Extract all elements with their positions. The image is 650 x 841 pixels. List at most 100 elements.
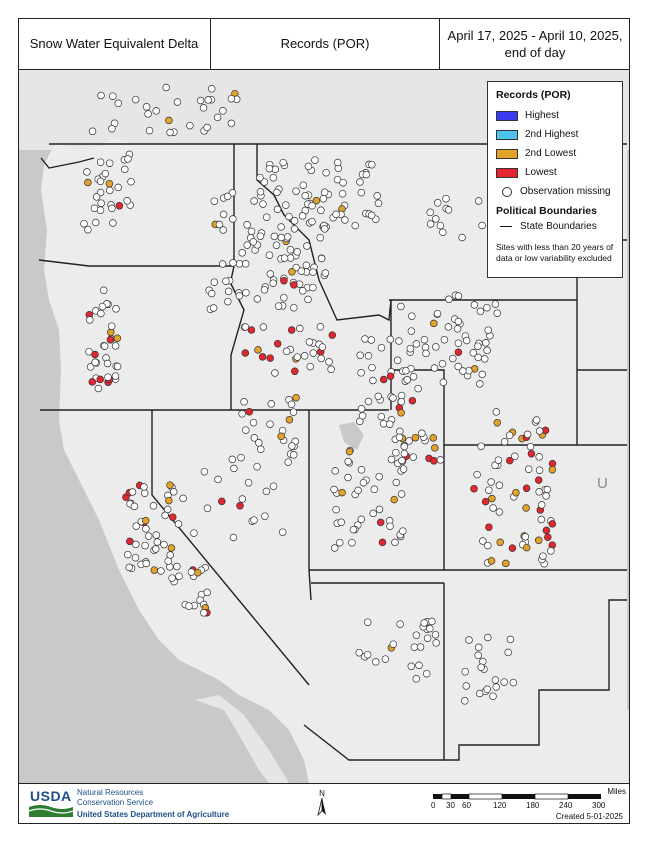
station-marker-missing <box>286 246 295 254</box>
station-marker-missing <box>179 494 187 503</box>
scale-bar: Miles 0 30 60 120 180 240 300 <box>431 787 626 818</box>
station-marker-missing <box>374 392 383 401</box>
station-marker-missing <box>113 362 122 371</box>
station-marker-missing <box>454 362 462 371</box>
station-marker-missing <box>426 220 435 228</box>
station-marker-missing <box>185 602 193 610</box>
station-marker-missing <box>412 340 421 348</box>
station-marker-missing <box>317 206 325 215</box>
station-marker-missing <box>123 197 131 205</box>
station-marker-missing <box>484 326 492 334</box>
station-marker-missing <box>86 363 95 371</box>
station-marker-missing <box>285 212 293 221</box>
station-marker-missing <box>344 457 352 466</box>
station-marker-missing <box>141 541 149 550</box>
station-marker-second-lowest <box>548 465 557 474</box>
station-marker-missing <box>227 94 236 103</box>
station-marker-missing <box>400 442 409 451</box>
legend-item-missing: Observation missing <box>496 182 614 201</box>
north-arrow-icon <box>317 797 326 817</box>
station-marker-lowest <box>544 533 552 541</box>
station-marker-missing <box>273 205 282 214</box>
station-marker-second-lowest <box>277 432 285 441</box>
station-marker-missing <box>219 107 227 115</box>
station-marker-missing <box>409 372 418 381</box>
station-marker-missing <box>526 442 535 451</box>
scale-tick-300: 300 <box>592 801 606 810</box>
station-marker-missing <box>320 188 329 197</box>
station-marker-missing <box>505 431 514 440</box>
station-marker-missing <box>293 248 301 256</box>
station-marker-missing <box>321 269 330 277</box>
station-marker-second-lowest <box>150 566 159 574</box>
station-marker-lowest <box>245 407 254 416</box>
station-marker-missing <box>140 483 148 491</box>
created-date: Created 5-01-2025 <box>555 812 623 821</box>
station-marker-missing <box>338 189 347 198</box>
station-marker-missing <box>436 456 445 464</box>
station-marker-missing <box>235 259 244 268</box>
station-marker-missing <box>483 685 491 694</box>
station-marker-missing <box>142 525 150 533</box>
station-marker-missing <box>262 213 271 221</box>
station-marker-missing <box>309 349 318 357</box>
station-marker-lowest <box>454 348 463 356</box>
station-marker-second-lowest <box>512 488 520 497</box>
station-marker-second-lowest <box>487 557 496 565</box>
station-marker-missing <box>257 445 265 453</box>
station-marker-second-lowest <box>105 179 114 188</box>
station-marker-missing <box>288 442 296 450</box>
station-marker-missing <box>289 451 298 459</box>
station-marker-second-lowest <box>288 268 296 276</box>
station-marker-missing <box>506 635 515 644</box>
station-marker-lowest <box>169 513 177 521</box>
station-marker-missing <box>256 173 264 182</box>
station-marker-missing <box>357 369 365 377</box>
station-marker-missing <box>229 259 237 267</box>
station-marker-lowest <box>508 544 517 552</box>
station-marker-missing <box>521 533 530 541</box>
station-marker-missing <box>367 336 376 344</box>
station-marker-missing <box>130 502 139 511</box>
station-marker-missing <box>396 620 404 628</box>
station-marker-second-lowest <box>84 178 92 187</box>
station-marker-missing <box>348 538 356 547</box>
station-marker-missing <box>80 219 88 228</box>
station-marker-missing <box>367 211 376 220</box>
station-marker-missing <box>149 502 158 510</box>
station-marker-missing <box>229 215 237 223</box>
legend-label-2nd-lowest: 2nd Lowest <box>525 148 577 159</box>
header: Snow Water Equivalent Delta Records (POR… <box>18 18 630 70</box>
station-marker-missing <box>284 458 292 466</box>
station-marker-lowest <box>96 375 104 384</box>
station-marker-missing <box>316 323 325 331</box>
legend-item-highest: Highest <box>496 106 614 125</box>
legend-label-lowest: Lowest <box>525 167 557 178</box>
station-marker-missing <box>238 249 246 257</box>
legend-item-2nd-lowest: 2nd Lowest <box>496 144 614 163</box>
station-marker-missing <box>101 169 110 178</box>
station-marker-missing <box>301 191 310 200</box>
station-marker-missing <box>282 201 290 209</box>
station-marker-missing <box>335 538 344 547</box>
station-marker-second-lowest <box>113 334 122 342</box>
station-marker-missing <box>432 639 440 647</box>
station-marker-missing <box>97 91 105 100</box>
station-marker-missing <box>386 335 395 344</box>
station-marker-lowest <box>430 457 438 465</box>
station-marker-missing <box>86 316 94 324</box>
station-marker-missing <box>250 434 259 442</box>
station-marker-missing <box>104 373 112 381</box>
station-marker-lowest <box>290 281 298 289</box>
station-marker-missing <box>359 478 368 487</box>
station-marker-missing <box>542 492 550 500</box>
station-marker-missing <box>200 467 209 476</box>
station-marker-missing <box>144 532 153 540</box>
station-marker-missing <box>395 433 404 442</box>
station-marker-missing <box>272 241 281 249</box>
station-marker-missing <box>535 488 543 496</box>
station-marker-missing <box>487 478 495 486</box>
station-marker-missing <box>400 449 409 458</box>
station-marker-missing <box>449 354 457 363</box>
station-marker-missing <box>399 465 408 473</box>
